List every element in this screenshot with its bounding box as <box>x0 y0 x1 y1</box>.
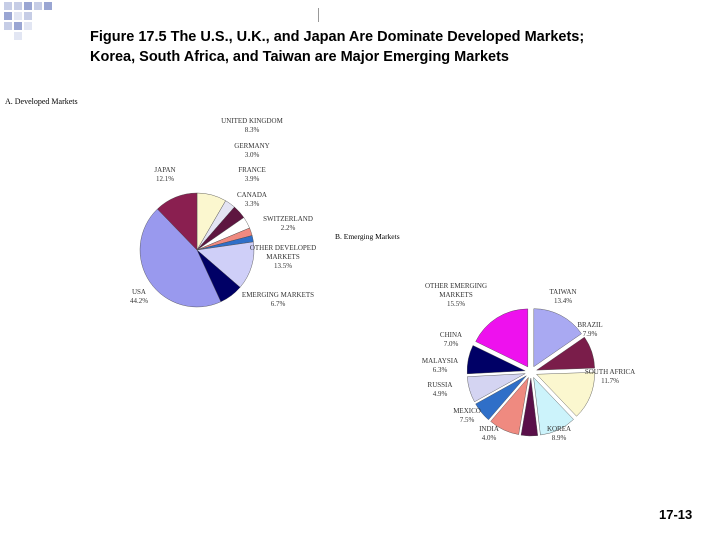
decor-square <box>24 22 32 30</box>
title-line-1: Figure 17.5 The U.S., U.K., and Japan Ar… <box>90 29 585 45</box>
slice-value-brazil: 7.9% <box>583 330 598 338</box>
decor-square <box>34 2 42 10</box>
pie-slice-korea <box>533 376 574 436</box>
slice-label-other-emerging-markets: OTHER EMERGING <box>425 282 487 290</box>
slice-value-china: 7.0% <box>444 340 459 348</box>
slice-value-canada: 3.3% <box>245 200 260 208</box>
slice-value-india: 4.0% <box>482 434 497 442</box>
slice-label-brazil: BRAZIL <box>577 321 602 329</box>
pie-slice-brazil <box>536 336 595 371</box>
slice-value-malaysia: 6.3% <box>433 366 448 374</box>
slice-label-germany: GERMANY <box>234 142 269 150</box>
pie-slice-south-africa <box>536 372 595 417</box>
emerging-markets-pie <box>466 308 595 437</box>
pie-slice-taiwan <box>533 308 582 368</box>
slice-value-emerging-markets: 6.7% <box>271 300 286 308</box>
pie-slice-other-emerging-markets <box>475 308 529 368</box>
slice-label-france: FRANCE <box>238 166 266 174</box>
decor-square <box>44 2 52 10</box>
slice-label-south-africa: SOUTH AFRICA <box>585 368 635 376</box>
divider-tick <box>318 8 319 22</box>
slice-label-mexico: MEXICO <box>453 407 481 415</box>
decor-square <box>4 2 12 10</box>
page-title: Figure 17.5 The U.S., U.K., and Japan Ar… <box>90 27 690 67</box>
pie-slice-mexico <box>490 376 529 435</box>
pie-slice-india <box>520 377 538 437</box>
slice-value-mexico: 7.5% <box>460 416 475 424</box>
slice-label-united-kingdom: UNITED KINGDOM <box>221 117 283 125</box>
slice-value-united-kingdom: 8.3% <box>245 126 260 134</box>
decor-square <box>14 2 22 10</box>
decor-square <box>4 22 12 30</box>
pie-slice-china <box>466 345 526 375</box>
slice-value-other-emerging-markets: 15.5% <box>447 300 465 308</box>
pie-slice-japan <box>157 192 198 251</box>
decor-square <box>14 22 22 30</box>
slice-value-russia: 4.9% <box>433 390 448 398</box>
developed-markets-pie <box>139 192 255 308</box>
slice-label-india: INDIA <box>479 425 499 433</box>
slice-value-france: 3.9% <box>245 175 260 183</box>
slice-value-south-africa: 11.7% <box>601 377 619 385</box>
slice-label-other-developed-markets-line2: MARKETS <box>266 253 300 261</box>
title-line-2: Korea, South Africa, and Taiwan are Majo… <box>90 49 509 65</box>
slice-label-taiwan: TAIWAN <box>549 288 576 296</box>
slice-label-russia: RUSSIA <box>428 381 453 389</box>
decor-square <box>24 2 32 10</box>
developed-markets-title: A. Developed Markets <box>5 97 78 106</box>
decor-square <box>4 12 12 20</box>
slice-value-japan: 12.1% <box>156 175 174 183</box>
slice-value-taiwan: 13.4% <box>554 297 572 305</box>
slice-value-germany: 3.0% <box>245 151 260 159</box>
slide-number: 17-13 <box>659 507 693 522</box>
decor-square <box>14 12 22 20</box>
decor-square <box>14 32 22 40</box>
slice-label-korea: KOREA <box>547 425 571 433</box>
slice-value-korea: 8.9% <box>552 434 567 442</box>
slice-label-canada: CANADA <box>237 191 267 199</box>
slice-label-japan: JAPAN <box>154 166 175 174</box>
slice-label-malaysia: MALAYSIA <box>422 357 458 365</box>
slice-label-other-emerging-markets-line2: MARKETS <box>439 291 473 299</box>
slice-value-other-developed-markets: 13.5% <box>274 262 292 270</box>
slice-label-other-developed-markets: OTHER DEVELOPED <box>250 244 316 252</box>
slice-value-usa: 44.2% <box>130 297 148 305</box>
slice-label-emerging-markets: EMERGING MARKETS <box>242 291 314 299</box>
pie-slice-usa <box>139 208 222 308</box>
emerging-markets-title: B. Emerging Markets <box>335 232 400 241</box>
pie-slice-malaysia <box>467 373 526 403</box>
slice-value-switzerland: 2.2% <box>281 224 296 232</box>
slice-label-china: CHINA <box>440 331 462 339</box>
pie-slice-russia <box>475 375 527 421</box>
slice-label-switzerland: SWITZERLAND <box>263 215 313 223</box>
slice-label-usa: USA <box>132 288 146 296</box>
decor-square <box>24 12 32 20</box>
